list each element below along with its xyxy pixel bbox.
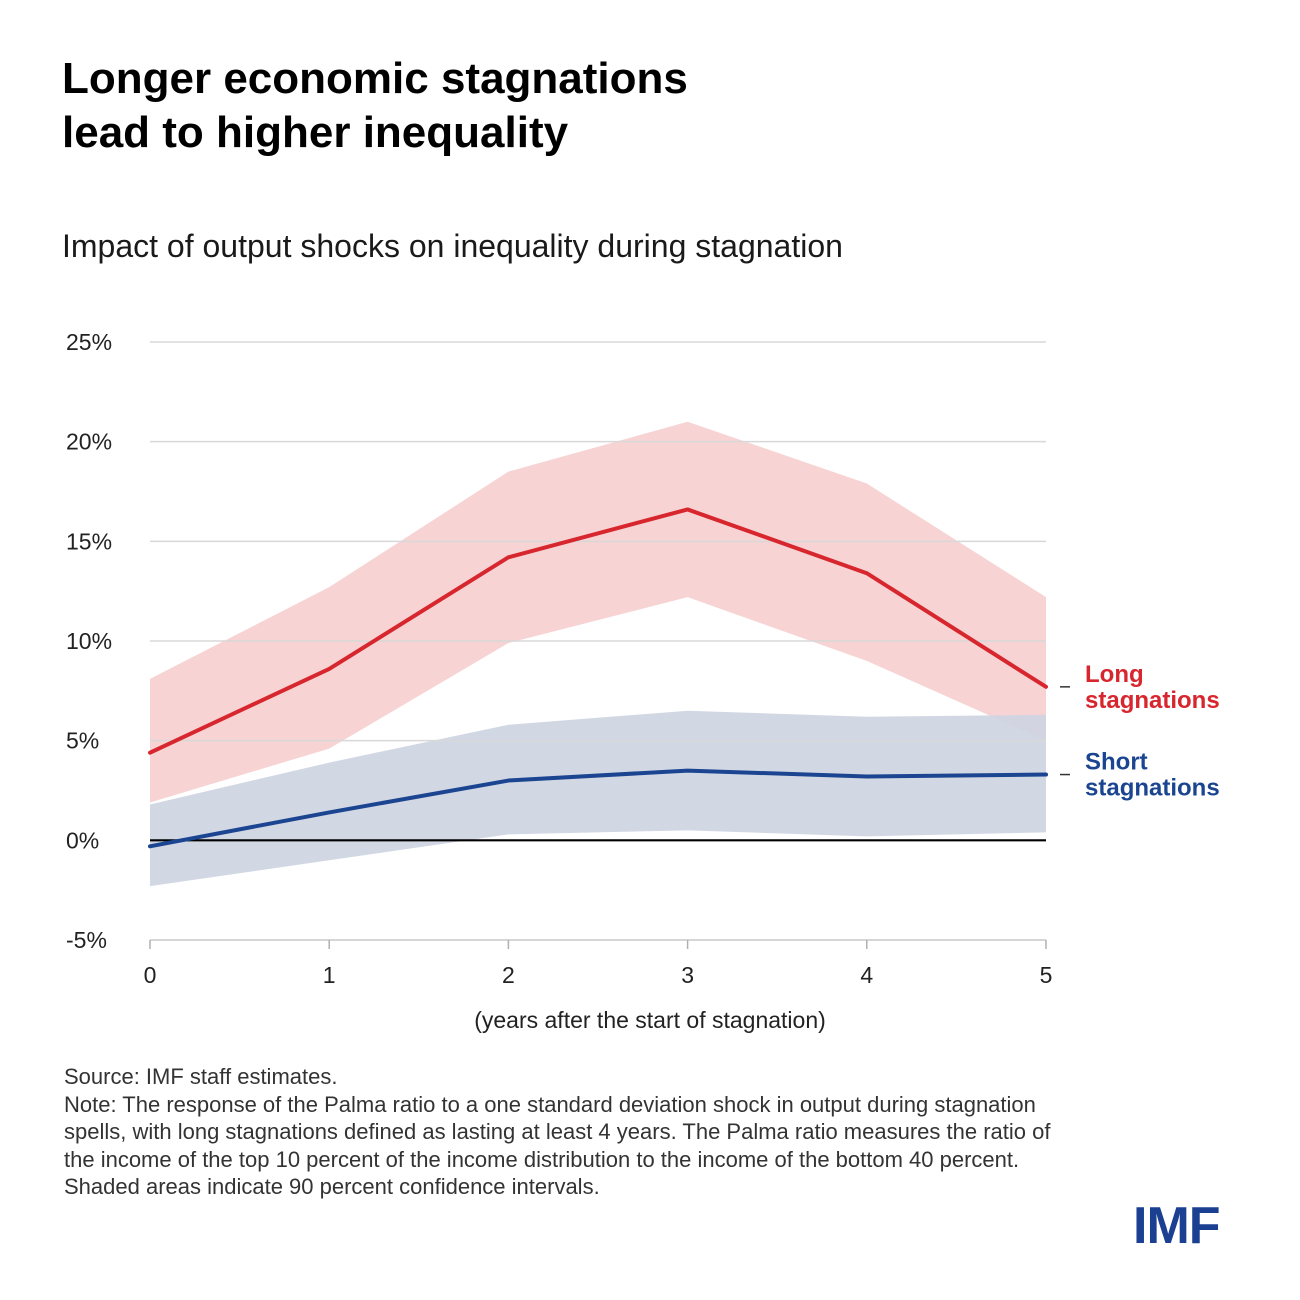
x-tick-label: 4 [860,962,873,988]
series-label-short-stagnations: Short stagnations [1085,749,1220,802]
y-tick-label: 5% [66,728,99,754]
source-note: Source: IMF staff estimates. [64,1064,338,1089]
y-axis: -5% 0% 5% 10% 15% 20% 25% [66,329,112,953]
y-tick-label: 0% [66,827,99,853]
confidence-band-short-stagnations [150,710,1046,887]
footnote: Source: IMF staff estimates. Note: The r… [64,1063,1064,1201]
x-tick-label: 5 [1040,962,1053,988]
y-tick-label: 15% [66,528,112,554]
series-label-line-2: stagnations [1085,687,1220,714]
chart-subtitle: Impact of output shocks on inequality du… [62,228,843,264]
gridlines [150,341,1046,941]
series-line-long-stagnations [148,507,1048,755]
series-line-short-stagnations [148,768,1048,849]
x-axis-label: (years after the start of stagnation) [474,1007,826,1033]
x-axis: 0 1 2 3 4 5 [144,940,1053,988]
x-tick-label: 3 [681,962,694,988]
x-tick-label: 0 [144,962,157,988]
series-label-line-1: Short [1085,749,1148,776]
y-tick-label: 20% [66,429,112,455]
methodology-note: Note: The response of the Palma ratio to… [64,1091,1051,1200]
y-tick-label: 25% [66,329,112,355]
series-label-line-2: stagnations [1085,775,1220,802]
title-line-2: lead to higher inequality [62,108,569,157]
chart-title: Longer economic stagnations lead to high… [62,52,962,160]
series-lines [148,507,1048,849]
series-label-line-1: Long [1085,661,1144,688]
confidence-band-long-stagnations [150,421,1046,803]
confidence-bands [150,421,1046,887]
imf-logo: IMF [1133,1197,1221,1255]
x-tick-label: 2 [502,962,515,988]
x-tick-label: 1 [323,962,336,988]
y-tick-label: -5% [66,927,107,953]
line-chart: -5% 0% 5% 10% 15% 20% 25% 0 1 2 3 4 5 (years after … [66,329,1220,1033]
title-line-1: Longer economic stagnations [62,54,688,103]
y-tick-label: 10% [66,628,112,654]
series-label-long-stagnations: Long stagnations [1085,661,1220,714]
